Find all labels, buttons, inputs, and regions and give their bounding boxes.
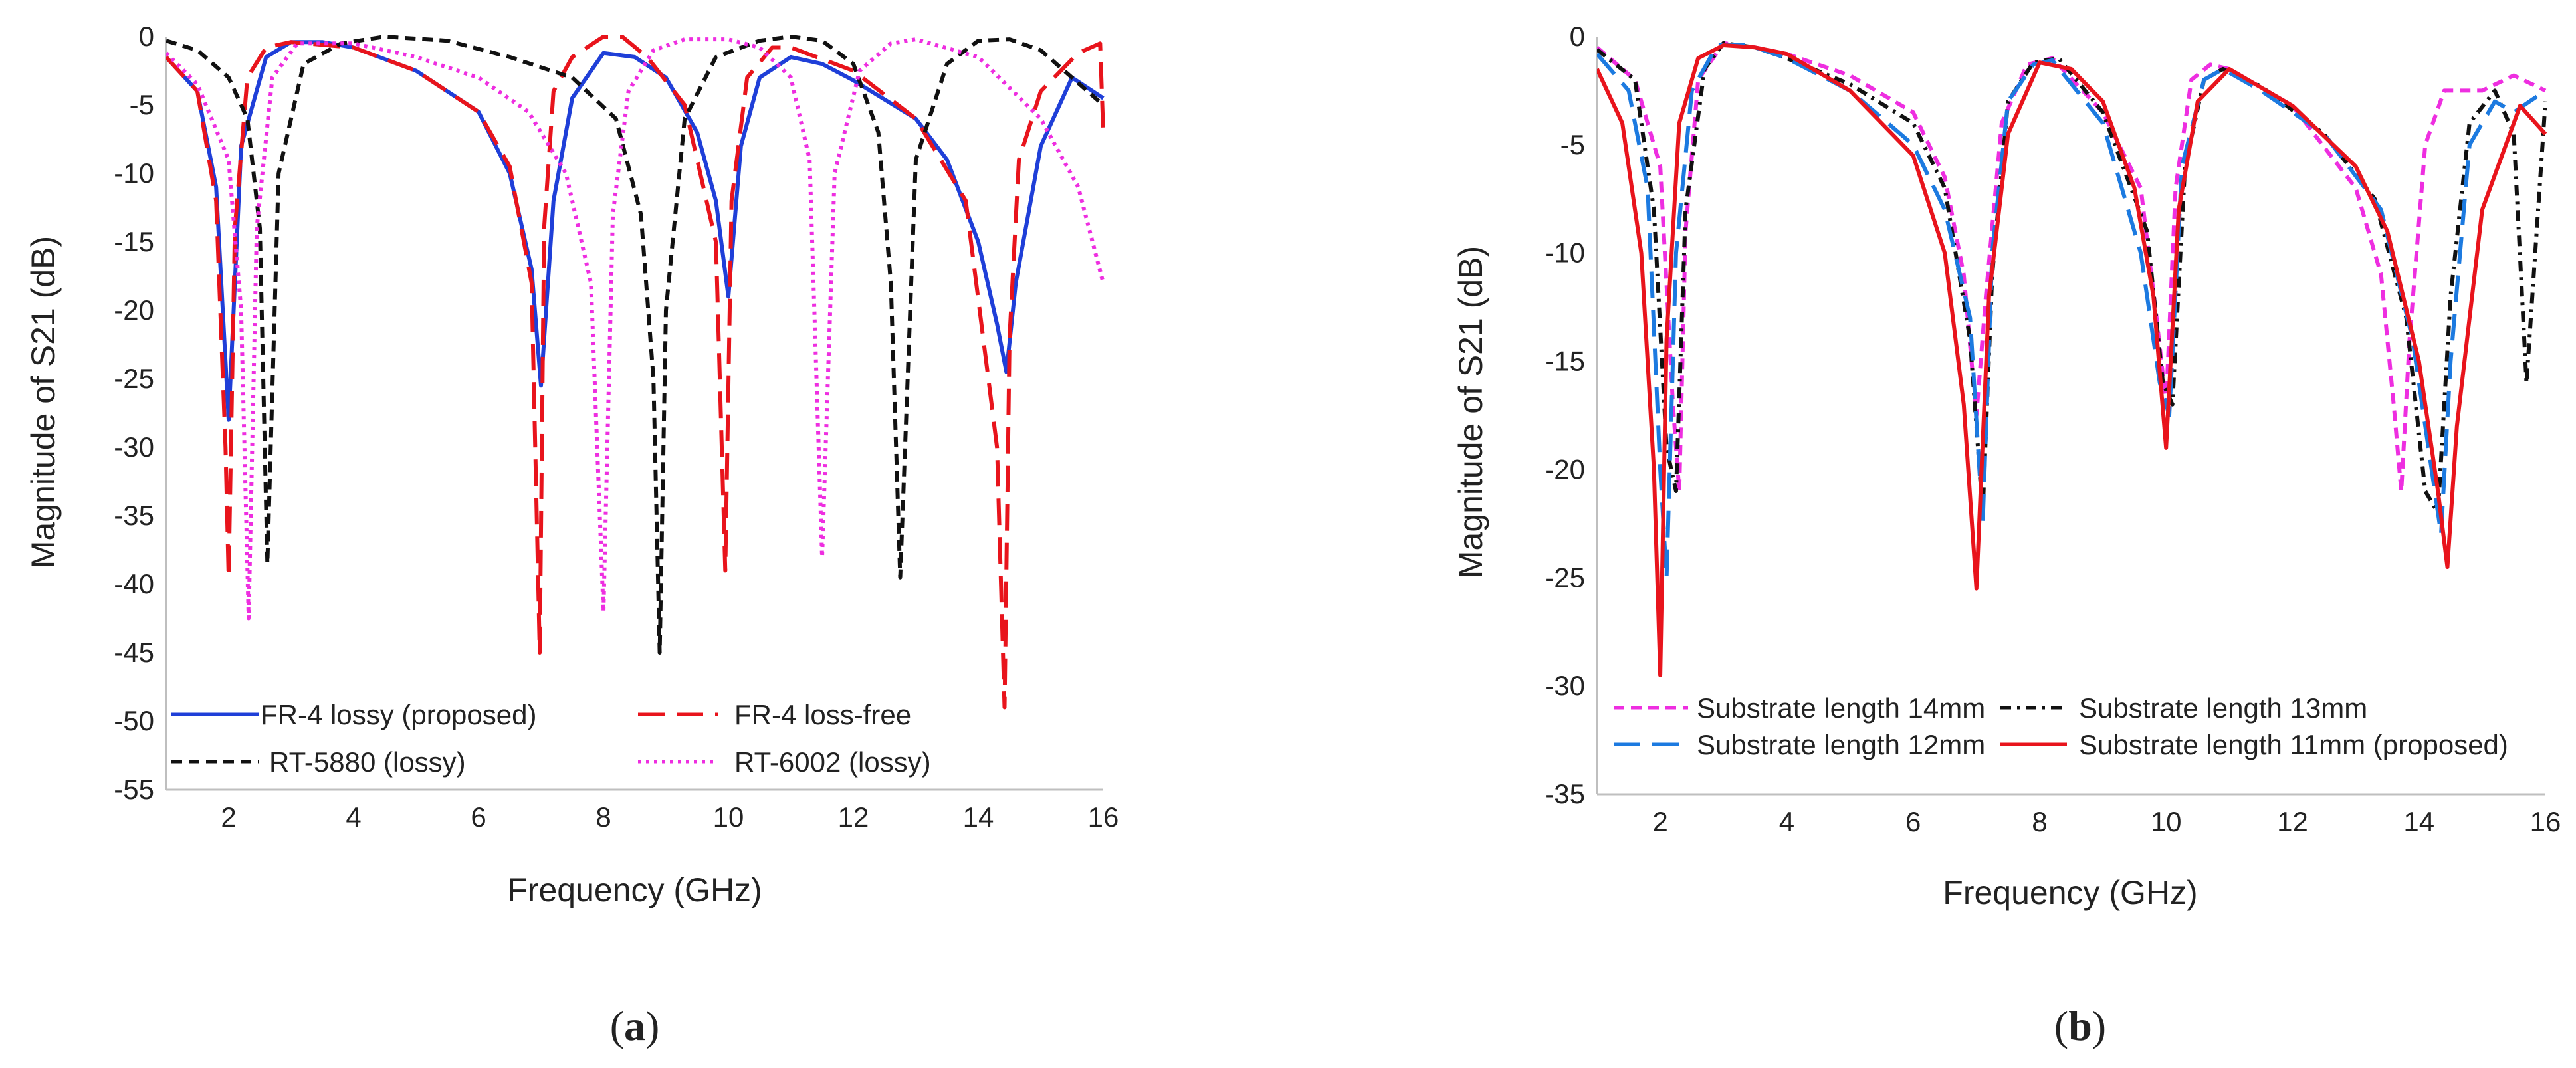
y-tick-label: -15 — [1545, 346, 1585, 377]
caption-close-paren: ) — [645, 1002, 659, 1049]
legend-label: Substrate length 11mm (proposed) — [2079, 729, 2508, 760]
legend-label: RT-6002 (lossy) — [734, 746, 931, 778]
series-line-rt-6002-lossy — [166, 37, 1105, 621]
y-tick-label: -35 — [114, 500, 154, 531]
series-line-substrate-length-14mm — [1597, 41, 2547, 493]
chart-b-caption: (b) — [2054, 1002, 2106, 1049]
chart-a-y-ticks: 0 -5 -10 -15 -20 -25 -30 -35 -40 -45 -50 -55 — [114, 21, 154, 805]
chart-a-legend: FR-4 lossy (proposed) FR-4 loss-free RT-… — [171, 699, 931, 778]
y-tick-label: -50 — [114, 705, 154, 736]
y-tick-label: -20 — [1545, 453, 1585, 484]
y-tick-label: -10 — [114, 158, 154, 189]
legend-label: FR-4 loss-free — [734, 699, 911, 730]
chart-a-x-ticks: 2 4 6 8 10 12 14 16 — [221, 801, 1119, 833]
x-tick-label: 10 — [2151, 806, 2182, 837]
chart-b-plot-area: 0 -5 -10 -15 -20 -25 -30 -35 2 4 6 8 10 12 14 16 — [1545, 21, 2561, 837]
legend-entry-13mm: Substrate length 13mm — [2000, 693, 2367, 724]
x-tick-label: 16 — [1088, 801, 1119, 833]
chart-b-x-ticks: 2 4 6 8 10 12 14 16 — [1652, 806, 2561, 837]
legend-label: Substrate length 14mm — [1697, 693, 1985, 724]
chart-a-x-axis-label: Frequency (GHz) — [507, 871, 762, 908]
y-tick-label: 0 — [139, 21, 154, 52]
y-tick-label: -20 — [114, 294, 154, 326]
caption-open-paren: ( — [2054, 1002, 2068, 1049]
chart-b-y-axis-label: Magnitude of S21 (dB) — [1452, 246, 1489, 578]
y-tick-label: -25 — [114, 363, 154, 394]
x-tick-label: 16 — [2530, 806, 2561, 837]
chart-b-y-ticks: 0 -5 -10 -15 -20 -25 -30 -35 — [1545, 21, 1585, 809]
series-line-fr-4-loss-free — [166, 35, 1105, 710]
legend-entry-14mm: Substrate length 14mm — [1614, 693, 1985, 724]
x-tick-label: 6 — [471, 801, 486, 833]
x-tick-label: 14 — [963, 801, 994, 833]
y-tick-label: -15 — [114, 226, 154, 257]
chart-a-plot-area: 0 -5 -10 -15 -20 -25 -30 -35 -40 -45 -50 -55 2 4 6 8 10… — [114, 21, 1119, 833]
legend-entry-rt5880: RT-5880 (lossy) — [171, 746, 466, 778]
x-tick-label: 2 — [221, 801, 236, 833]
chart-a-y-axis-label: Magnitude of S21 (dB) — [25, 236, 62, 568]
chart-b-x-axis-label: Frequency (GHz) — [1943, 874, 2197, 911]
legend-entry-12mm: Substrate length 12mm — [1614, 729, 1985, 760]
x-tick-label: 12 — [838, 801, 869, 833]
caption-letter: b — [2068, 1002, 2092, 1049]
x-tick-label: 8 — [2032, 806, 2047, 837]
legend-label: FR-4 lossy (proposed) — [261, 699, 536, 730]
series-line-fr-4-lossy-proposed — [166, 40, 1105, 422]
chart-b-series-group — [1597, 41, 2547, 677]
y-tick-label: -10 — [1545, 237, 1585, 268]
chart-a-series-group — [166, 35, 1105, 710]
legend-label: Substrate length 13mm — [2079, 693, 2367, 724]
x-tick-label: 12 — [2277, 806, 2308, 837]
y-tick-label: -45 — [114, 637, 154, 668]
y-tick-label: -40 — [114, 568, 154, 599]
series-line-substrate-length-12mm — [1597, 43, 2547, 580]
chart-b-legend: Substrate length 14mm Substrate length 1… — [1614, 693, 2508, 760]
x-tick-label: 4 — [346, 801, 361, 833]
legend-entry-fr4-lossy: FR-4 lossy (proposed) — [171, 699, 536, 730]
legend-entry-fr4-loss-free: FR-4 loss-free — [638, 699, 911, 730]
chart-b: 0 -5 -10 -15 -20 -25 -30 -35 2 4 6 8 10 12 14 16 Frequ… — [1452, 21, 2561, 1049]
legend-label: RT-5880 (lossy) — [269, 746, 466, 778]
y-tick-label: -5 — [1560, 129, 1585, 160]
legend-label: Substrate length 12mm — [1697, 729, 1985, 760]
y-tick-label: 0 — [1570, 21, 1585, 52]
caption-open-paren: ( — [610, 1002, 624, 1049]
series-line-substrate-length-11mm-proposed — [1597, 43, 2547, 677]
y-tick-label: -30 — [1545, 670, 1585, 701]
y-tick-label: -55 — [114, 774, 154, 805]
y-tick-label: -35 — [1545, 778, 1585, 809]
series-line-rt-5880-lossy — [166, 35, 1105, 655]
legend-entry-11mm: Substrate length 11mm (proposed) — [2000, 729, 2508, 760]
x-tick-label: 10 — [713, 801, 744, 833]
x-tick-label: 2 — [1652, 806, 1667, 837]
x-tick-label: 8 — [595, 801, 611, 833]
y-tick-label: -25 — [1545, 562, 1585, 593]
x-tick-label: 6 — [1905, 806, 1921, 837]
chart-a: 0 -5 -10 -15 -20 -25 -30 -35 -40 -45 -50 -55 2 4 6 8 10… — [25, 21, 1119, 1049]
chart-a-caption: (a) — [610, 1002, 660, 1049]
caption-letter: a — [624, 1002, 645, 1049]
y-tick-label: -5 — [130, 89, 154, 120]
x-tick-label: 4 — [1779, 806, 1794, 837]
y-tick-label: -30 — [114, 431, 154, 463]
caption-close-paren: ) — [2092, 1002, 2106, 1049]
legend-entry-rt6002: RT-6002 (lossy) — [638, 746, 931, 778]
x-tick-label: 14 — [2403, 806, 2434, 837]
